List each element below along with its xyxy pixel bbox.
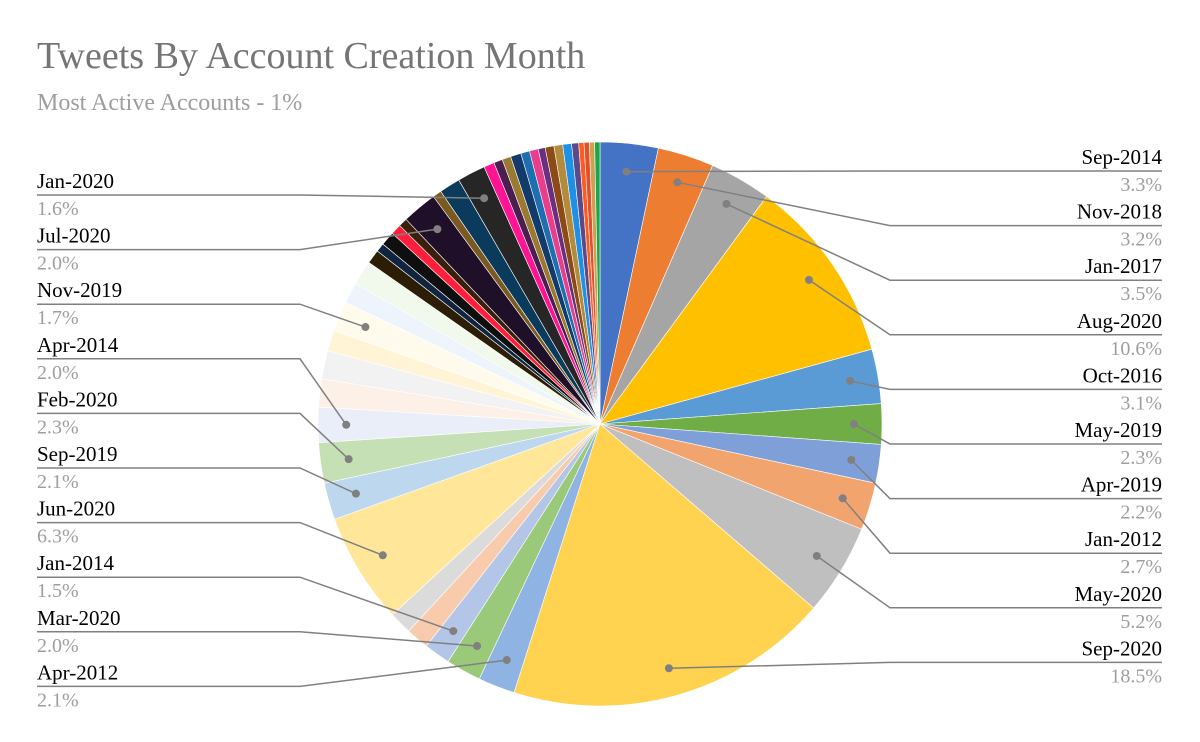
- leader-jan-2012: [842, 497, 1162, 554]
- label-pct-feb-2020: 2.3%: [37, 416, 79, 438]
- leader-jan-2012-dot: [838, 494, 847, 503]
- leader-jan-2017: [726, 203, 1162, 281]
- label-name-jul-2020: Jul-2020: [37, 224, 111, 248]
- leader-lines: [37, 167, 1162, 688]
- label-pct-nov-2019: 1.7%: [37, 307, 79, 329]
- label-name-apr-2012: Apr-2012: [37, 660, 118, 684]
- label-pct-oct-2016: 3.1%: [1120, 392, 1162, 414]
- leader-nov-2018-dot: [673, 178, 682, 187]
- leader-apr-2014-dot: [342, 420, 351, 429]
- label-name-aug-2020: Aug-2020: [1077, 309, 1162, 333]
- leader-apr-2019-dot: [847, 455, 856, 464]
- label-pct-may-2019: 2.3%: [1120, 447, 1162, 469]
- label-pct-sep-2020: 18.5%: [1110, 665, 1162, 687]
- label-pct-may-2020: 5.2%: [1120, 611, 1162, 633]
- leader-sep-2020-dot: [664, 664, 673, 673]
- leader-feb-2020-dot: [344, 455, 353, 464]
- leader-nov-2019-dot: [361, 323, 370, 332]
- leader-may-2019: [853, 423, 1162, 445]
- leader-apr-2012: [37, 659, 507, 688]
- label-pct-apr-2014: 2.0%: [37, 362, 79, 384]
- label-name-oct-2016: Oct-2016: [1083, 363, 1162, 387]
- leader-jan-2014-dot: [449, 627, 458, 636]
- leader-jun-2020: [37, 521, 384, 556]
- leader-sep-2014: [626, 170, 1162, 173]
- chart-subtitle: Most Active Accounts - 1%: [37, 90, 303, 116]
- leader-apr-2012-dot: [502, 656, 511, 665]
- label-pct-sep-2014: 3.3%: [1120, 174, 1162, 196]
- pie-slice-jun-2020: [334, 423, 601, 616]
- label-pct-jan-2020: 1.6%: [37, 198, 79, 220]
- leader-mar-2020-dot: [473, 642, 482, 651]
- leader-jan-2020: [37, 194, 485, 199]
- label-name-nov-2018: Nov-2018: [1077, 200, 1162, 224]
- label-pct-jan-2017: 3.5%: [1120, 283, 1162, 305]
- pie-slice-aug-2020: [599, 196, 873, 425]
- label-name-sep-2014: Sep-2014: [1082, 145, 1163, 169]
- label-pct-sep-2019: 2.1%: [37, 471, 79, 493]
- label-pct-jun-2020: 6.3%: [37, 526, 79, 548]
- label-name-apr-2014: Apr-2014: [37, 333, 119, 357]
- label-name-jan-2014: Jan-2014: [37, 551, 114, 575]
- leader-jul-2020-dot: [433, 225, 442, 234]
- label-name-apr-2019: Apr-2019: [1081, 473, 1162, 497]
- label-name-jan-2017: Jan-2017: [1085, 254, 1162, 278]
- leader-jan-2014: [37, 576, 454, 632]
- leader-mar-2020: [37, 631, 478, 647]
- leader-jan-2020-dot: [480, 194, 489, 203]
- leader-feb-2020: [37, 412, 350, 460]
- slice-labels: Sep-2014 3.3% Nov-2018 3.2% Jan-2017 3.5% Aug-…: [37, 145, 1162, 711]
- label-name-feb-2020: Feb-2020: [37, 387, 118, 411]
- label-name-may-2019: May-2019: [1075, 418, 1163, 442]
- label-pct-jan-2012: 2.7%: [1120, 556, 1162, 578]
- label-pct-apr-2012: 2.1%: [37, 689, 79, 711]
- label-pct-aug-2020: 10.6%: [1110, 338, 1162, 360]
- label-name-jan-2012: Jan-2012: [1085, 527, 1162, 551]
- label-name-jan-2020: Jan-2020: [37, 169, 114, 193]
- leader-nov-2018: [677, 181, 1162, 227]
- leader-apr-2019: [850, 459, 1162, 500]
- pie-slice-48: [594, 141, 601, 425]
- leader-sep-2020: [668, 661, 1162, 670]
- leader-may-2020-dot: [812, 551, 821, 560]
- leader-may-2020: [816, 555, 1162, 609]
- leader-sep-2014-dot: [622, 167, 631, 176]
- leader-nov-2019: [37, 303, 366, 328]
- leader-jul-2020: [37, 228, 438, 251]
- label-name-sep-2020: Sep-2020: [1082, 636, 1163, 660]
- leader-aug-2020-dot: [804, 275, 813, 284]
- leader-sep-2019: [37, 467, 357, 495]
- label-pct-jan-2014: 1.5%: [37, 580, 79, 602]
- leader-oct-2016-dot: [846, 376, 855, 385]
- label-pct-mar-2020: 2.0%: [37, 635, 79, 657]
- leader-apr-2014: [37, 358, 347, 426]
- label-pct-nov-2018: 3.2%: [1120, 229, 1162, 251]
- label-name-nov-2019: Nov-2019: [37, 278, 122, 302]
- chart-title: Tweets By Account Creation Month: [37, 35, 586, 77]
- leader-may-2019-dot: [849, 420, 858, 428]
- label-name-may-2020: May-2020: [1075, 582, 1163, 606]
- label-pct-jul-2020: 2.0%: [37, 253, 79, 275]
- pie-slice-sep-2020: [513, 423, 815, 707]
- label-name-mar-2020: Mar-2020: [37, 606, 121, 630]
- label-pct-apr-2019: 2.2%: [1120, 502, 1162, 524]
- leader-jun-2020-dot: [378, 551, 387, 560]
- label-name-jun-2020: Jun-2020: [37, 497, 115, 521]
- pie-slices: [317, 141, 883, 707]
- label-name-sep-2019: Sep-2019: [37, 442, 118, 466]
- leader-aug-2020: [808, 279, 1162, 336]
- leader-jan-2017-dot: [722, 199, 731, 208]
- leader-sep-2019-dot: [351, 489, 360, 498]
- leader-oct-2016: [849, 380, 1162, 391]
